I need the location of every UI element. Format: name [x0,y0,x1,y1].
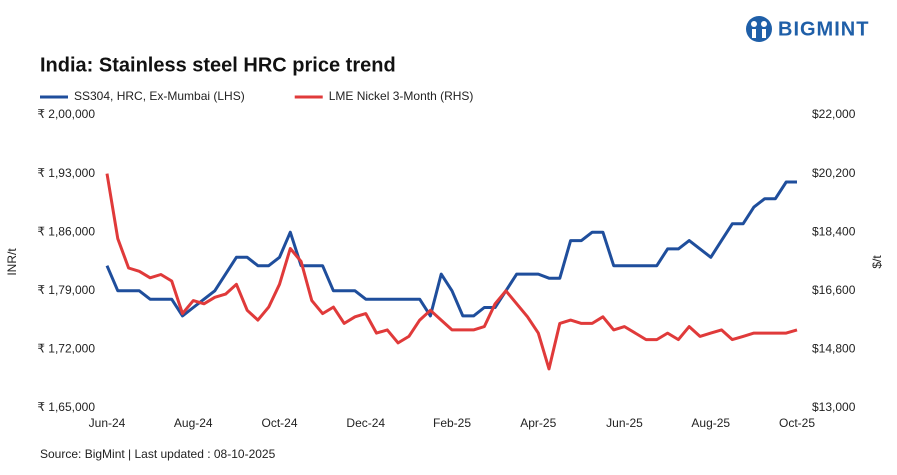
logo-icon-bar [762,29,766,38]
chart-title: India: Stainless steel HRC price trend [40,54,396,76]
y-tick-label: ₹ 1,79,000 [37,283,95,297]
source-note: Source: BigMint | Last updated : 08-10-2… [40,447,276,461]
y-tick-label: ₹ 2,00,000 [37,107,95,121]
legend-label: LME Nickel 3-Month (RHS) [329,89,474,103]
x-tick-label: Jun-25 [606,416,643,430]
series-line [105,173,798,371]
x-tick-label: Aug-24 [174,416,213,430]
y-tick-label: ₹ 1,72,000 [37,342,95,356]
logo-icon-bar [752,29,756,38]
x-tick-label: Apr-25 [520,416,556,430]
logo-text: BIGMINT [778,18,869,40]
logo: BIGMINT [746,16,869,42]
legend-label: SS304, HRC, Ex-Mumbai (LHS) [74,89,245,103]
y2-tick-label: $16,600 [812,283,856,297]
y2-tick-label: $13,000 [812,400,856,414]
logo-icon-dot [761,21,767,27]
y-axis-label: INR/t [5,248,19,276]
x-tick-label: Jun-24 [89,416,126,430]
y2-axis-label: $/t [870,255,884,269]
series-line [105,180,797,318]
y2-tick-label: $22,000 [812,107,856,121]
y-tick-label: ₹ 1,65,000 [37,400,95,414]
x-tick-label: Aug-25 [691,416,730,430]
x-tick-label: Oct-25 [779,416,815,430]
y-tick-label: ₹ 1,86,000 [37,224,95,238]
x-tick-label: Feb-25 [433,416,471,430]
y2-tick-label: $20,200 [812,166,856,180]
x-tick-label: Dec-24 [346,416,385,430]
y-tick-label: ₹ 1,93,000 [37,166,95,180]
y2-tick-label: $18,400 [812,224,856,238]
y2-tick-label: $14,800 [812,342,856,356]
logo-icon-dot [751,21,757,27]
x-tick-label: Oct-24 [261,416,297,430]
logo-icon [746,16,772,42]
